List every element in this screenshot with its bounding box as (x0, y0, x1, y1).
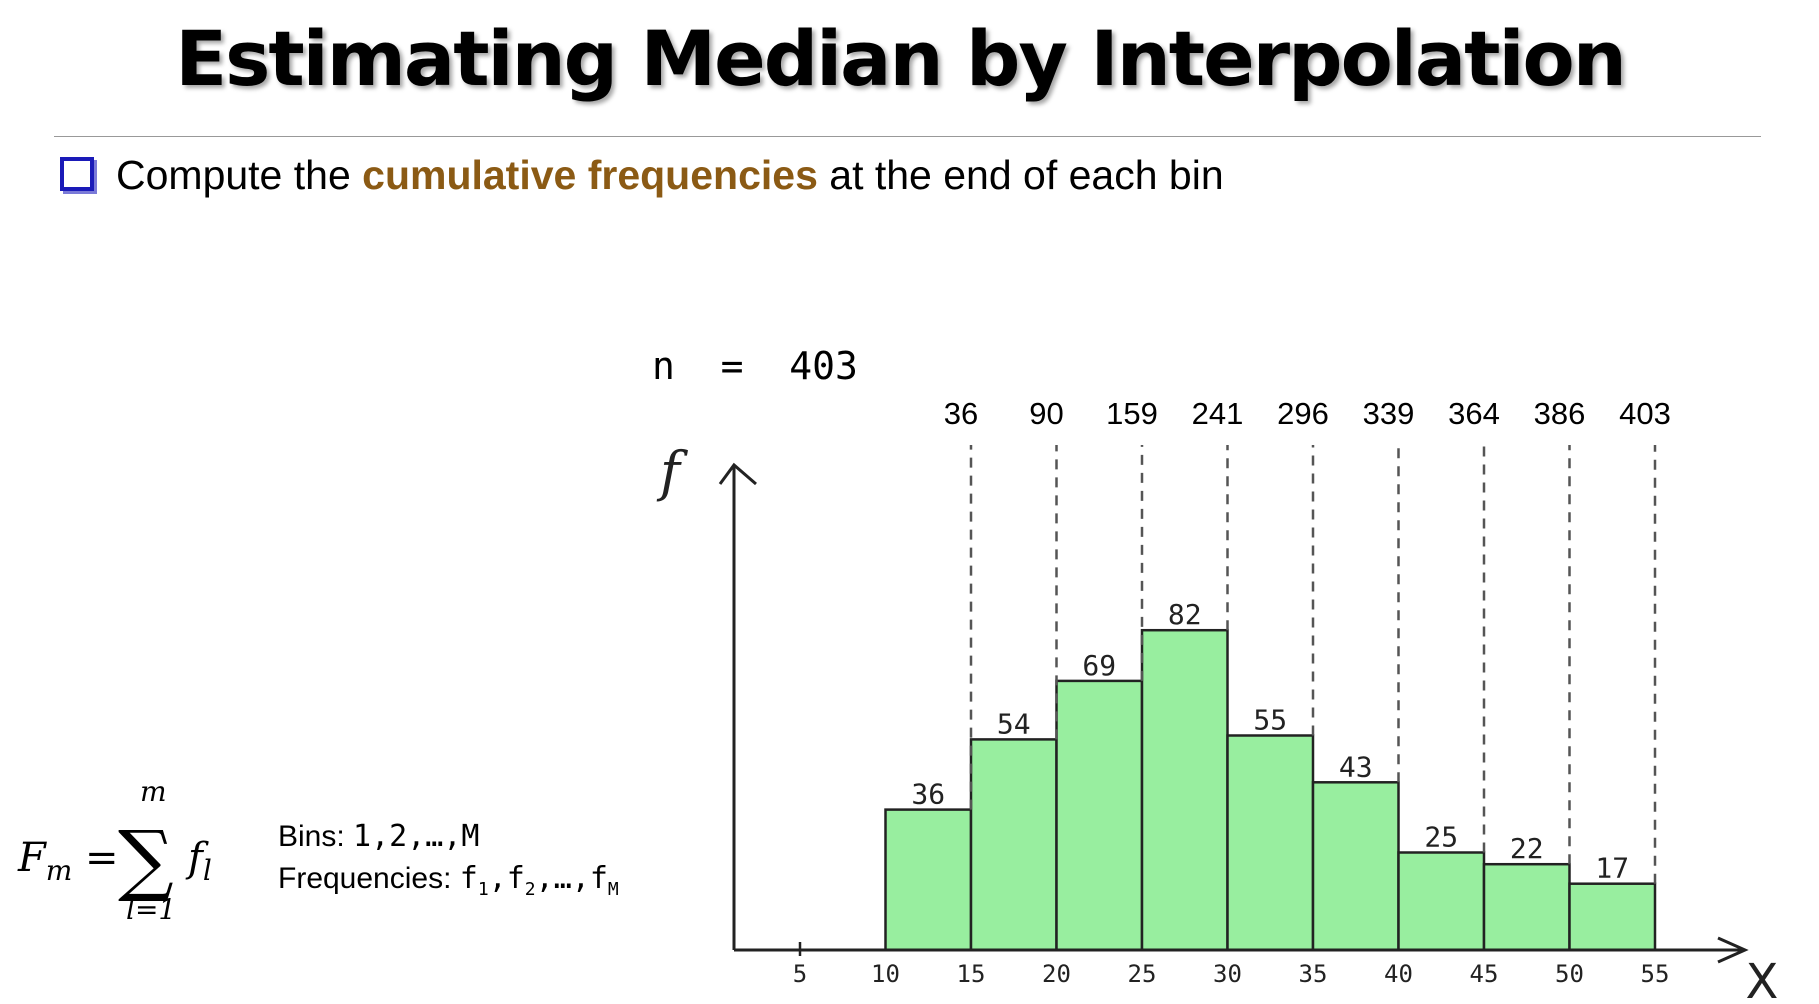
cumulative-frequency-label: 339 (1363, 396, 1415, 431)
bullet-point: Compute the cumulative frequencies at th… (60, 152, 1224, 199)
bar-35-40 (1311, 781, 1400, 952)
bins-value: 1,2,…,M (353, 819, 480, 854)
formula-rhs: fl (188, 835, 212, 887)
formula-lhs-symbol: F (18, 835, 46, 881)
labels-group: 36 36 54 90 69 159 82 241 55 296 43 339 25 364 22 386 17… (656, 396, 1778, 1004)
cumulative-frequency-label: 403 (1619, 396, 1671, 431)
bar-25-30 (1140, 628, 1229, 952)
x-tick-label: 50 (1555, 960, 1584, 988)
x-tick-label: 15 (957, 960, 986, 988)
formula-lhs: Fm = (18, 835, 119, 887)
bar-30-35 (1226, 734, 1315, 952)
x-tick-label: 25 (1128, 960, 1157, 988)
x-axis-label: X (1746, 954, 1779, 1004)
cumulative-frequency-label: 296 (1277, 396, 1329, 431)
bar-50-55 (1568, 882, 1657, 952)
bar-frequency-label: 54 (997, 707, 1031, 740)
frequencies-label: Frequencies: (278, 862, 460, 895)
x-tick-label: 5 (793, 960, 807, 988)
cumulative-frequency-label: 90 (1029, 396, 1063, 431)
cumulative-frequency-label: 364 (1448, 396, 1500, 431)
x-tick-label: 55 (1641, 960, 1670, 988)
bar-frequency-label: 43 (1339, 750, 1373, 783)
bullet-text-prefix: Compute the (116, 152, 363, 198)
x-tick-label: 45 (1470, 960, 1499, 988)
bar-frequency-label: 36 (911, 778, 945, 811)
x-tick-label: 40 (1384, 960, 1413, 988)
definitions: Bins: 1,2,…,M Frequencies: f1,f2,…,fM (278, 816, 619, 911)
bar-15-20 (969, 738, 1058, 952)
bar-frequency-label: 82 (1168, 598, 1202, 631)
bar-45-50 (1482, 862, 1571, 952)
bar-frequency-label: 55 (1253, 704, 1287, 737)
formula-rhs-subscript: l (202, 854, 212, 887)
cumulative-frequency-label: 36 (944, 396, 978, 431)
bar-frequency-label: 22 (1510, 832, 1544, 865)
axes-group (718, 462, 1749, 964)
cumulative-guides-group (969, 445, 1657, 884)
formula-equals: = (85, 835, 119, 881)
bins-definition: Bins: 1,2,…,M (278, 816, 619, 858)
formula-lower-limit: l=1 (126, 893, 177, 926)
frequencies-definition: Frequencies: f1,f2,…,fM (278, 858, 619, 911)
cumulative-frequency-label: 386 (1534, 396, 1586, 431)
freq-f1: f (459, 861, 478, 896)
sample-size-label: n = 403 (652, 344, 858, 388)
checkbox-bullet-icon (60, 157, 94, 192)
freq-f2: ,f (488, 861, 525, 896)
freq-fm: ,…,f (535, 861, 608, 896)
freq-fm-sub: M (607, 879, 619, 900)
freq-f1-sub: 1 (477, 879, 489, 900)
frequencies-value: f1,f2,…,fM (459, 861, 619, 900)
bars-group (884, 628, 1657, 952)
bins-label: Bins: (278, 820, 354, 853)
formula-upper-limit: m (140, 775, 167, 808)
bar-frequency-label: 25 (1424, 821, 1458, 854)
y-axis-arrow-icon (718, 462, 757, 486)
y-axis-label: f (656, 440, 688, 503)
bar-frequency-label: 69 (1082, 649, 1116, 682)
formula-lhs-subscript: m (45, 854, 73, 887)
x-tick-label: 35 (1299, 960, 1328, 988)
cumulative-frequency-label: 241 (1192, 396, 1244, 431)
bar-20-25 (1055, 679, 1144, 952)
cumulative-frequency-formula: Fm = m ∑ l=1 fl (18, 775, 238, 935)
x-tick-label: 10 (871, 960, 900, 988)
cumulative-frequency-label: 159 (1106, 396, 1158, 431)
sigma-icon: ∑ (118, 815, 174, 905)
title-divider (54, 136, 1761, 137)
x-tick-label: 20 (1042, 960, 1071, 988)
bullet-text-suffix: at the end of each bin (817, 152, 1224, 198)
freq-f2-sub: 2 (524, 879, 536, 900)
bar-40-45 (1397, 851, 1486, 952)
x-tick-label: 30 (1213, 960, 1242, 988)
x-axis-arrow-icon (1717, 936, 1749, 964)
page-title: Estimating Median by Interpolation (175, 14, 1627, 103)
bar-frequency-label: 17 (1595, 852, 1629, 885)
formula-rhs-symbol: f (188, 835, 203, 881)
bullet-text-highlight: cumulative frequencies (362, 152, 818, 198)
bar-10-15 (884, 808, 973, 952)
